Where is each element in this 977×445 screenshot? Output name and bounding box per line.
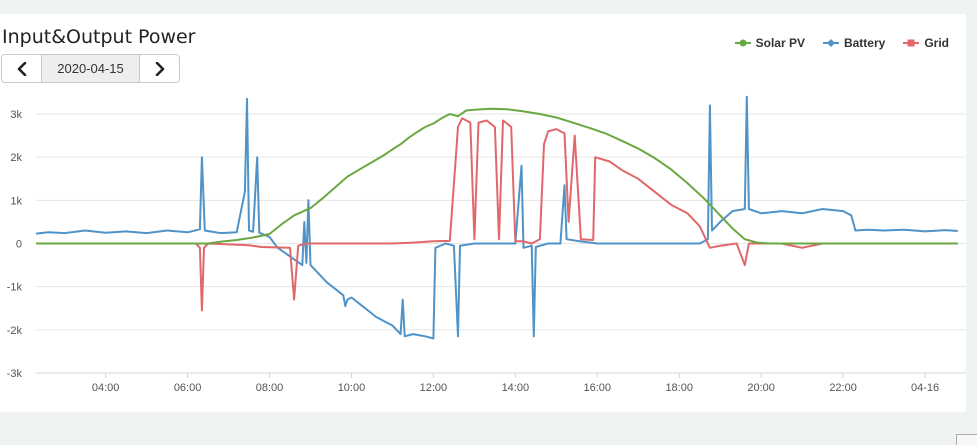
x-tick-label: 20:00 <box>747 382 775 394</box>
legend-label: Solar PV <box>755 36 805 50</box>
chart-legend: Solar PV Battery Grid <box>734 36 949 50</box>
legend-label: Grid <box>924 36 949 50</box>
y-tick-label: 1k <box>10 195 22 207</box>
series-line-battery <box>35 95 958 340</box>
chevron-right-icon <box>155 61 164 76</box>
x-tick-label: 08:00 <box>256 382 284 394</box>
x-tick-label: 18:00 <box>665 382 693 394</box>
chart-title: Input&Output Power <box>2 26 196 48</box>
y-tick-label: 0 <box>16 239 22 251</box>
next-day-button[interactable] <box>140 55 179 82</box>
legend-marker <box>734 39 751 47</box>
previous-day-button[interactable] <box>2 55 41 82</box>
date-picker: 2020-04-15 <box>1 54 180 83</box>
x-tick-label: 06:00 <box>174 382 202 394</box>
x-tick-label: 04-16 <box>911 382 939 394</box>
x-tick-label: 14:00 <box>502 382 530 394</box>
series-line-grid <box>36 117 958 312</box>
legend-label: Battery <box>843 36 886 50</box>
chevron-left-icon <box>17 61 26 76</box>
legend-item-solar-pv[interactable]: Solar PV <box>734 36 805 50</box>
x-tick-label: 16:00 <box>584 382 612 394</box>
legend-marker <box>822 39 839 47</box>
legend-marker <box>903 39 920 47</box>
legend-item-battery[interactable]: Battery <box>822 36 886 50</box>
x-tick-label: 22:00 <box>829 382 857 394</box>
corner-widget <box>956 434 977 445</box>
y-tick-label: -3k <box>7 368 23 380</box>
series-line-solar-pv <box>36 107 958 245</box>
legend-item-grid[interactable]: Grid <box>903 36 949 50</box>
y-tick-label: -2k <box>7 325 23 337</box>
y-tick-label: -1k <box>7 282 23 294</box>
y-tick-label: 3k <box>10 109 22 121</box>
x-tick-label: 10:00 <box>338 382 366 394</box>
x-tick-label: 12:00 <box>420 382 448 394</box>
y-tick-label: 2k <box>10 152 22 164</box>
selected-date[interactable]: 2020-04-15 <box>41 55 140 82</box>
x-tick-label: 04:00 <box>92 382 120 394</box>
